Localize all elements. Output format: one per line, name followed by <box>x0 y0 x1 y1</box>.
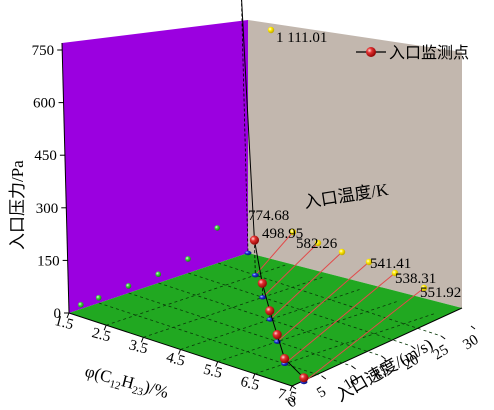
y-tick-label: 0 <box>284 394 299 410</box>
floor-projection-marker <box>259 295 267 300</box>
temperature-guide-lines <box>254 231 425 383</box>
x-tick-label: 2.5 <box>90 325 112 345</box>
y-tick-mark <box>321 375 327 380</box>
series-marker <box>272 330 282 340</box>
wall-projection-marker <box>155 271 162 278</box>
z-axis-title: 入口压力/Pa <box>8 160 27 250</box>
x-axis-title-sub-2: 23 <box>131 384 145 399</box>
wall-projection-marker <box>185 256 191 262</box>
x-tick-label: 3.5 <box>127 337 149 357</box>
y-tick-label: 25 <box>430 342 451 364</box>
x-tick-label: 1.5 <box>53 313 75 333</box>
series-marker <box>265 306 275 316</box>
y-tick-label: 5 <box>314 384 329 402</box>
z-axis: 0 150 300 450 600 750 <box>32 43 69 322</box>
y-tick-label: 20 <box>401 352 422 374</box>
y-tick-mark <box>470 325 476 330</box>
y-tick-mark <box>381 355 386 360</box>
x-axis-title-sub-1: 12 <box>108 378 122 392</box>
y-tick-mark <box>351 365 356 370</box>
temperature-projection-marker <box>420 284 428 292</box>
x-tick-mark <box>178 349 181 355</box>
z-tick-label: 450 <box>34 148 57 164</box>
drop-line <box>241 0 249 254</box>
x-axis-title-part-2: H <box>119 371 136 393</box>
series-inlet-points <box>241 0 309 383</box>
temperature-annotation: 538.31 <box>395 271 436 287</box>
temperature-annotation: 541.41 <box>370 256 411 272</box>
x-tick-mark <box>215 361 219 367</box>
temperature-annotation: 1 111.01 <box>276 30 327 46</box>
series-marker <box>279 353 290 364</box>
left-wall <box>62 20 248 313</box>
temperature-annotation: 582.26 <box>296 236 338 252</box>
temperature-guide-line <box>262 242 319 298</box>
x-tick-mark <box>252 373 256 380</box>
temperature-guide-line <box>269 251 343 320</box>
x-tick-mark <box>289 385 293 392</box>
x-axis-title: φ(C12H23)/% <box>82 362 170 405</box>
wall-projection-marker <box>95 294 102 301</box>
temperature-guide-line <box>284 272 396 365</box>
back-wall <box>248 20 462 308</box>
y-tick-mark <box>291 385 297 390</box>
x-tick-label: 4.5 <box>164 349 186 369</box>
legend: 入口监测点 <box>356 44 469 62</box>
z-tick-label: 150 <box>37 253 60 269</box>
z-tick-label: 0 <box>54 306 62 322</box>
x-axis-title-part-3: )/% <box>142 377 171 402</box>
temperature-projection-marker <box>267 26 275 34</box>
temperature-annotation: 551.92 <box>420 285 461 301</box>
series-marker <box>257 278 267 288</box>
legend-label: 入口监测点 <box>389 44 469 62</box>
temperature-projection-marker <box>365 258 373 266</box>
floor-projection-marker <box>244 250 252 256</box>
floor-gridline-phi <box>143 276 323 338</box>
temperature-guide-line <box>254 231 294 276</box>
temperature-annotation: 498.95 <box>262 226 303 242</box>
floor-gridline-phi <box>217 301 397 363</box>
temperature-annotation: 774.68 <box>248 208 289 224</box>
temperature-guide-line <box>303 287 425 383</box>
floor-gridline-phi <box>180 289 360 350</box>
wall-projection-marker <box>125 283 132 289</box>
x-tick-label: 7.5 <box>276 386 298 406</box>
wall-projections <box>78 225 221 308</box>
y-tick-label: 30 <box>460 332 481 354</box>
temperature-guide-line <box>277 261 370 343</box>
temperature-projection-marker <box>338 248 346 256</box>
y-tick-label: 10 <box>341 372 362 394</box>
x-tick-mark <box>66 312 70 319</box>
y-axis: 05 10 15 20 25 30 <box>284 325 481 410</box>
x-tick-mark <box>103 324 107 331</box>
temperature-projection-marker <box>391 269 399 277</box>
z-tick-label: 300 <box>36 201 59 217</box>
wall-projection-marker <box>214 225 221 231</box>
floor-projection-marker <box>251 272 259 278</box>
y-tick-label: 15 <box>371 362 392 384</box>
series-marker <box>299 373 309 383</box>
drop-line <box>254 240 256 276</box>
y-tick-mark <box>411 345 416 350</box>
x-axis: 1.5 2.5 3.5 4.5 5.5 6.5 7.5 <box>53 312 298 406</box>
x-tick-mark <box>140 337 144 343</box>
x-tick-label: 6.5 <box>239 374 261 394</box>
z-tick-label: 600 <box>33 96 56 112</box>
temperature-projection-marker <box>289 228 297 236</box>
y-tick-mark <box>440 335 446 340</box>
legend-marker <box>366 47 376 57</box>
temperature-projections <box>267 26 428 292</box>
z-tick-label: 750 <box>32 43 55 59</box>
temperature-projection-marker <box>314 239 322 247</box>
wall-projection-marker <box>78 301 84 308</box>
series-marker <box>249 235 260 245</box>
x-tick-label: 5.5 <box>202 362 224 382</box>
